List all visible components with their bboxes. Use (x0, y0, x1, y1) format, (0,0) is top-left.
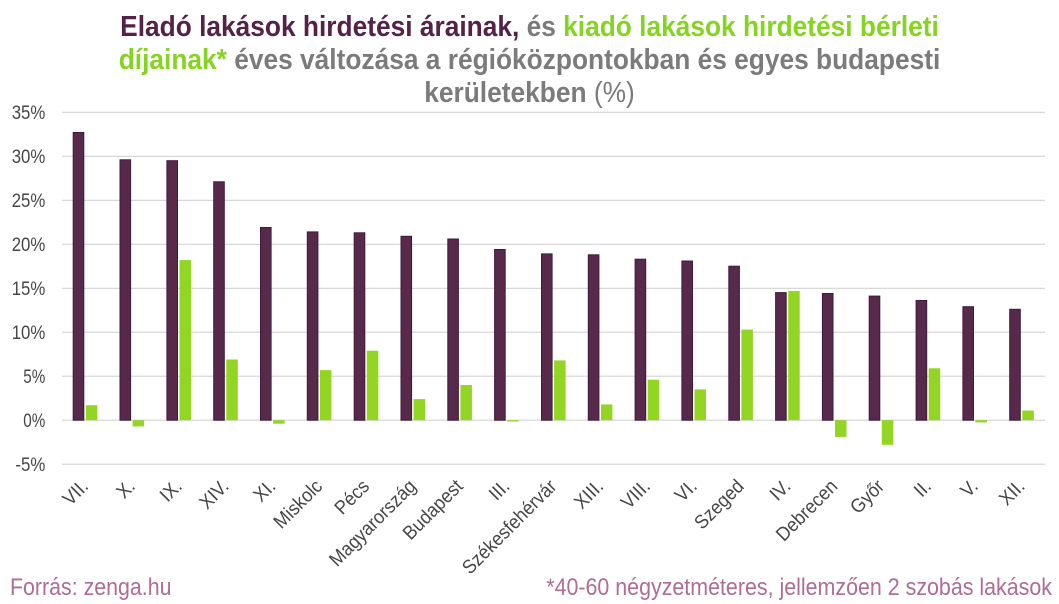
svg-text:Miskolc: Miskolc (269, 475, 327, 533)
svg-text:XII.: XII. (995, 475, 1030, 510)
svg-text:XIV.: XIV. (195, 475, 233, 513)
svg-text:35%: 35% (12, 102, 46, 124)
svg-text:15%: 15% (12, 278, 46, 300)
svg-text:IX.: IX. (156, 475, 187, 506)
svg-text:Győr: Győr (846, 475, 889, 518)
svg-text:IV.: IV. (765, 475, 795, 505)
svg-text:20%: 20% (12, 234, 46, 256)
svg-text:II.: II. (910, 475, 936, 501)
svg-text:VI.: VI. (671, 475, 702, 506)
svg-text:Szeged: Szeged (690, 475, 748, 533)
svg-text:5%: 5% (23, 366, 45, 388)
svg-text:X.: X. (112, 475, 140, 503)
svg-text:XI.: XI. (249, 475, 280, 506)
svg-text:XIII.: XIII. (570, 475, 608, 513)
svg-text:-5%: -5% (15, 454, 45, 476)
svg-text:30%: 30% (12, 146, 46, 168)
svg-text:10%: 10% (12, 322, 46, 344)
svg-text:VIII.: VIII. (617, 475, 655, 513)
svg-text:III.: III. (485, 475, 515, 505)
svg-text:25%: 25% (12, 190, 46, 212)
svg-text:V.: V. (956, 475, 982, 501)
svg-text:0%: 0% (23, 410, 45, 432)
svg-text:VII.: VII. (58, 475, 93, 510)
